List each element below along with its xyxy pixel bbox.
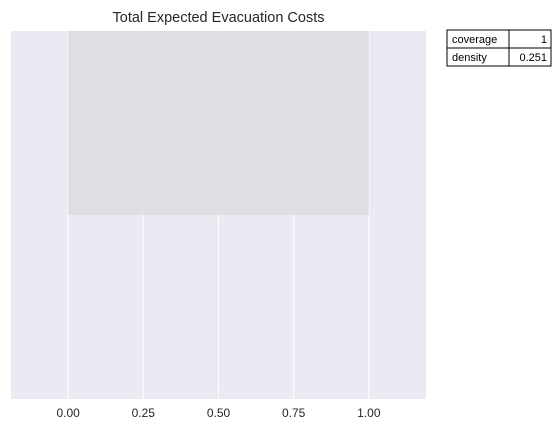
box-region <box>68 31 369 215</box>
table-value-coverage: 1 <box>541 34 547 46</box>
stats-table: coverage 1 density 0.251 <box>446 29 552 67</box>
table-value-density: 0.251 <box>519 52 547 64</box>
x-tick-label: 0.50 <box>207 406 231 420</box>
table-label-coverage: coverage <box>452 34 497 46</box>
table-label-density: density <box>452 52 487 64</box>
table-cell-value <box>508 47 552 67</box>
x-tick-label: 0.25 <box>132 406 156 420</box>
x-tick-label: 1.00 <box>357 406 381 420</box>
x-tick-label: 0.00 <box>56 406 80 420</box>
x-tick-label: 0.75 <box>282 406 306 420</box>
x-axis-ticks: 0.00 0.25 0.50 0.75 1.00 <box>56 406 380 420</box>
chart-title: Total Expected Evacuation Costs <box>113 10 325 26</box>
